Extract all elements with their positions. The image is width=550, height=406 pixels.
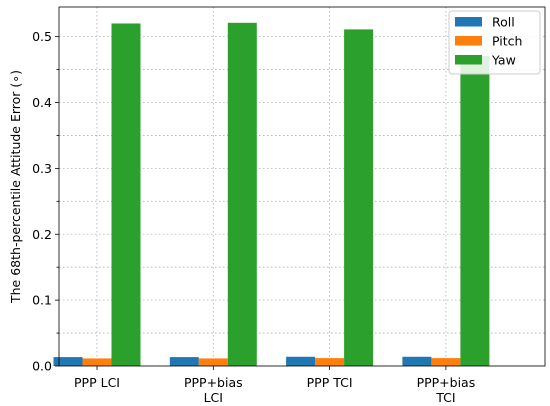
bar-pitch	[315, 358, 345, 366]
x-tick-label: LCI	[204, 390, 223, 405]
bar-roll	[169, 357, 199, 366]
bar-roll	[53, 357, 83, 366]
legend-label: Yaw	[491, 53, 516, 68]
y-tick-label: 0.1	[32, 293, 52, 308]
bar-yaw	[344, 29, 374, 366]
y-tick-label: 0.4	[32, 95, 52, 110]
legend-swatch-roll	[455, 17, 482, 27]
x-tick-label: PPP+bias	[417, 375, 476, 390]
axes	[58, 6, 546, 367]
x-tick-label: TCI	[435, 390, 455, 405]
bars	[53, 22, 490, 366]
legend-label: Roll	[492, 15, 515, 30]
bar-pitch	[431, 358, 461, 366]
x-tick-label: PPP TCI	[307, 375, 353, 390]
bar-yaw	[227, 22, 257, 366]
legend-swatch-yaw	[455, 55, 482, 65]
legend-swatch-pitch	[455, 36, 482, 46]
y-tick-label: 0.5	[32, 29, 52, 44]
plot-frame	[58, 6, 546, 367]
bar-pitch	[82, 358, 112, 366]
bar-roll	[286, 356, 316, 366]
y-tick-label: 0.3	[32, 161, 52, 176]
bar-yaw	[111, 23, 141, 366]
y-tick-label: 0.0	[32, 359, 52, 374]
legend: Roll Pitch Yaw	[448, 10, 541, 75]
y-axis-label: The 68th-percentile Attitude Error (∘)	[8, 70, 23, 304]
x-tick-label: PPP+bias	[184, 375, 243, 390]
bar-pitch	[198, 358, 228, 366]
legend-label: Pitch	[492, 34, 522, 49]
bar-roll	[402, 356, 432, 366]
x-tick-label: PPP LCI	[74, 375, 120, 390]
bar-yaw	[460, 55, 490, 366]
y-tick-label: 0.2	[32, 227, 52, 242]
